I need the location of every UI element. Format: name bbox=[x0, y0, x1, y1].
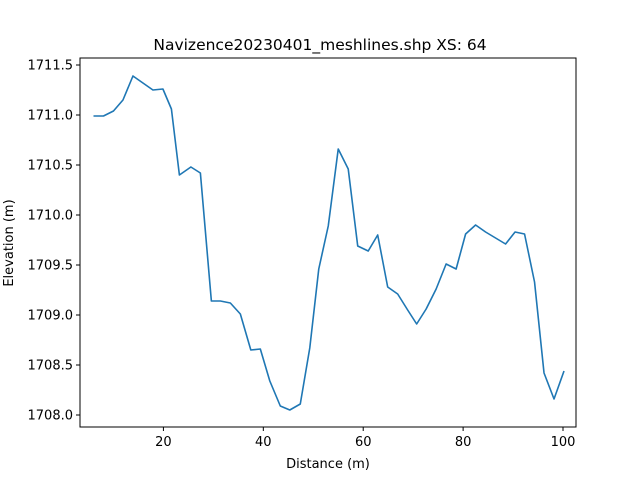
x-axis-label: Distance (m) bbox=[286, 457, 370, 472]
y-tick-label: 1711.0 bbox=[28, 109, 74, 124]
y-tick-label: 1709.5 bbox=[28, 259, 74, 274]
y-tick-label: 1710.5 bbox=[28, 159, 74, 174]
y-tick-label: 1708.0 bbox=[28, 409, 74, 424]
elevation-profile-line bbox=[93, 75, 565, 411]
axis-ticks: 20 40 60 80 100 1708.0 1708.5 1709.0 1709.5 1710.… bbox=[28, 59, 576, 451]
x-tick-label: 40 bbox=[255, 435, 272, 450]
plot-frame bbox=[79, 57, 577, 428]
plot-series bbox=[93, 75, 565, 411]
x-tick-label: 60 bbox=[355, 435, 372, 450]
y-tick-label: 1709.0 bbox=[28, 309, 74, 324]
x-tick-label: 20 bbox=[155, 435, 172, 450]
y-tick-label: 1711.5 bbox=[28, 59, 74, 74]
x-tick-label: 100 bbox=[551, 435, 576, 450]
y-tick-label: 1708.5 bbox=[28, 359, 74, 374]
y-axis-label: Elevation (m) bbox=[2, 199, 17, 286]
chart-title: Navizence20230401_meshlines.shp XS: 64 bbox=[153, 36, 486, 55]
x-tick-label: 80 bbox=[455, 435, 472, 450]
y-tick-label: 1710.0 bbox=[28, 209, 74, 224]
